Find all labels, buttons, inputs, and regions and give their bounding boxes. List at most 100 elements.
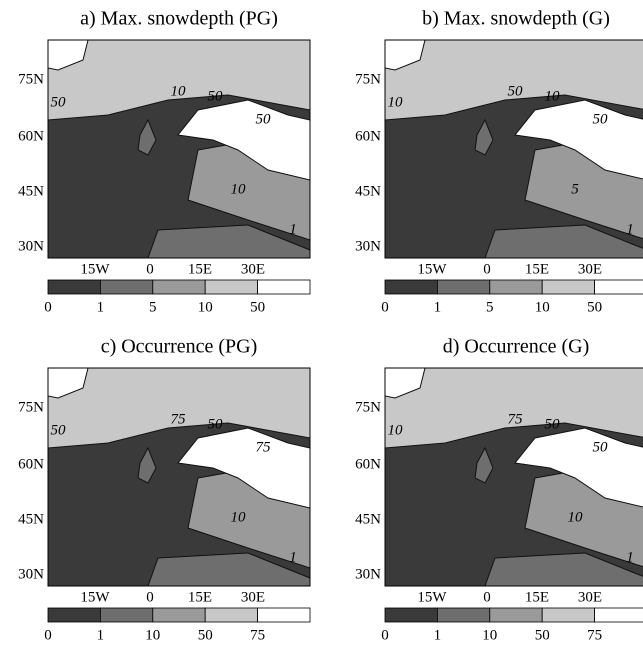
colorbar-label: 1 [434,299,442,315]
lat-label: 60N [355,456,381,472]
contour-label: 10 [231,181,247,197]
panel-title: d) Occurrence (G) [443,336,590,358]
colorbar-segment [258,280,310,294]
colorbar-segment [542,608,594,622]
lat-label: 60N [18,456,44,472]
lon-label: 15E [188,589,212,605]
lon-label: 0 [483,589,491,605]
colorbar-label: 1 [97,627,105,643]
lon-label: 15E [525,261,549,277]
lon-label: 30E [241,589,265,605]
panel-title: c) Occurrence (PG) [101,336,258,358]
lon-label: 30E [578,589,602,605]
lat-label: 75N [355,399,381,415]
lat-label: 30N [355,238,381,254]
colorbar-segment [437,608,489,622]
contour-label: 10 [231,509,247,525]
contour-label: 1 [289,221,297,237]
lat-label: 75N [18,399,44,415]
contour-label: 50 [51,94,67,110]
colorbar-label: 0 [381,299,389,315]
contour-label: 50 [51,422,67,438]
contour-label: 50 [208,416,224,432]
contour-label: 50 [593,439,609,455]
contour-label: 50 [545,416,561,432]
colorbar-segment [385,608,437,622]
lat-label: 45N [355,183,381,199]
colorbar-segment [48,280,100,294]
colorbar-label: 0 [44,627,52,643]
lon-label: 15E [188,261,212,277]
colorbar-label: 1 [97,299,105,315]
colorbar-segment [385,280,437,294]
colorbar-label: 50 [587,299,602,315]
colorbar-label: 0 [44,299,52,315]
colorbar-label: 10 [198,299,213,315]
contour-label: 75 [256,439,272,455]
contour-label: 75 [508,411,524,427]
lon-label: 15W [80,261,110,277]
contour-label: 50 [508,83,524,99]
contour-label: 10 [388,94,404,110]
figure: a) Max. snowdepth (PG)1050505010175N60N4… [0,0,643,648]
lon-label: 0 [146,589,154,605]
colorbar-segment [153,280,205,294]
lon-label: 15W [417,261,447,277]
colorbar-label: 1 [434,627,442,643]
lat-label: 30N [18,238,44,254]
colorbar-segment [490,280,542,294]
colorbar-segment [153,608,205,622]
colorbar-segment [437,280,489,294]
lon-label: 15E [525,589,549,605]
colorbar-label: 0 [381,627,389,643]
colorbar-segment [100,608,152,622]
colorbar-label: 50 [198,627,213,643]
lat-label: 45N [18,511,44,527]
colorbar-label: 5 [149,299,157,315]
colorbar-label: 5 [486,299,494,315]
contour-label: 75 [171,411,187,427]
lat-label: 45N [355,511,381,527]
colorbar-label: 50 [535,627,550,643]
colorbar-segment [48,608,100,622]
panel-title: a) Max. snowdepth (PG) [80,8,278,30]
contour-label: 10 [171,83,187,99]
contour-label: 5 [571,181,579,197]
colorbar-label: 10 [535,299,550,315]
contour-label: 1 [626,221,634,237]
colorbar-segment [100,280,152,294]
colorbar-segment [205,608,257,622]
contour-label: 10 [545,88,561,104]
lon-label: 30E [241,261,265,277]
lat-label: 30N [355,566,381,582]
panel-title: b) Max. snowdepth (G) [422,8,610,30]
contour-label: 50 [208,88,224,104]
lon-label: 15W [80,589,110,605]
lat-label: 75N [355,71,381,87]
lat-label: 75N [18,71,44,87]
lon-label: 30E [578,261,602,277]
colorbar-label: 75 [250,627,265,643]
lon-label: 0 [483,261,491,277]
lat-label: 30N [18,566,44,582]
lat-label: 60N [18,128,44,144]
contour-label: 1 [626,549,634,565]
lat-label: 60N [355,128,381,144]
colorbar-label: 75 [587,627,602,643]
contour-label: 50 [593,111,609,127]
contour-label: 1 [289,549,297,565]
colorbar-segment [542,280,594,294]
contour-label: 10 [568,509,584,525]
colorbar-label: 10 [145,627,160,643]
lat-label: 45N [18,183,44,199]
colorbar-segment [595,608,643,622]
lon-label: 15W [417,589,447,605]
colorbar-segment [490,608,542,622]
colorbar-label: 50 [250,299,265,315]
contour-label: 10 [388,422,404,438]
colorbar-segment [258,608,310,622]
